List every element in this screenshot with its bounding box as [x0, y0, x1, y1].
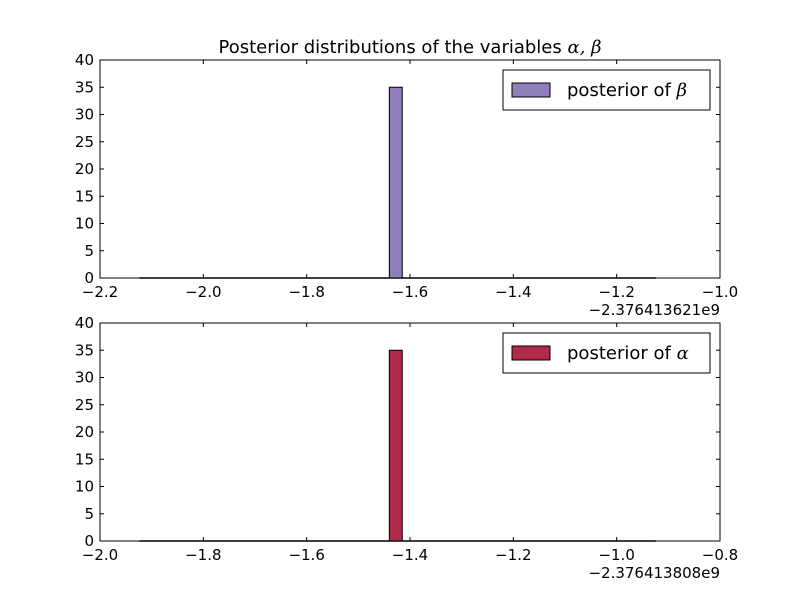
panel-2-ytick-label: 40 — [75, 314, 94, 332]
panel-1-ytick-label: 10 — [75, 215, 94, 233]
panel-2-xtick-label: −2.0 — [82, 546, 118, 564]
panel-1-legend-label-text: posterior of — [567, 80, 677, 101]
panel-1-legend-swatch — [511, 82, 551, 98]
panel-1-xtick-label: −1.0 — [702, 283, 738, 301]
panel-1-ytick-label: 35 — [75, 78, 94, 96]
panel-1-bar — [388, 86, 403, 279]
panel-1-ytick-label: 30 — [75, 106, 94, 124]
panel-2-axes: −2.0 −1.8 −1.6 −1.4 −1.2 −1.0 −0.8 0 5 10 15 20 25 30… — [75, 314, 738, 582]
panel-1-xtick-label: −1.8 — [288, 283, 324, 301]
panel-1-ytick-label: 15 — [75, 187, 94, 205]
panel-1-xtick-label: −1.6 — [392, 283, 428, 301]
panel-2-legend-label-text: posterior of — [567, 343, 677, 364]
panel-2-xtick-label: −1.6 — [288, 546, 324, 564]
panel-1-axes: −2.2 −2.0 −1.8 −1.6 −1.4 −1.2 −1.0 0 5 10 15 20 25 30… — [75, 37, 738, 319]
panel-2-ytick-label: 15 — [75, 450, 94, 468]
panel-1-ytick-label: 0 — [84, 269, 94, 287]
panel-1-title: Posterior distributions of the variables… — [218, 37, 601, 58]
panel-2-ytick-label: 5 — [84, 505, 94, 523]
panel-2-xtick-label: −1.8 — [185, 546, 221, 564]
panel-2-ytick-label: 35 — [75, 341, 94, 359]
panel-1-ytick-label: 25 — [75, 133, 94, 151]
panel-1-title-text: Posterior distributions of the variables — [218, 37, 567, 58]
panel-2-ytick-label: 20 — [75, 423, 94, 441]
panel-2-xtick-label: −1.2 — [495, 546, 531, 564]
panel-2-ytick-label: 10 — [75, 478, 94, 496]
panel-2-ytick-label: 0 — [84, 532, 94, 550]
panel-2-ytick-label: 25 — [75, 396, 94, 414]
panel-1-x-offset-label: −2.376413621e9 — [588, 301, 720, 319]
panel-2-xtick-label: −1.0 — [598, 546, 634, 564]
panel-1-ytick-label: 20 — [75, 160, 94, 178]
panel-2-legend-label: posterior of α — [567, 343, 689, 364]
panel-2-legend-swatch — [511, 345, 551, 361]
panel-2-ytick-label: 30 — [75, 369, 94, 387]
panel-2-legend-label-symbol: α — [677, 343, 689, 364]
panel-1-xtick-label: −2.2 — [82, 283, 118, 301]
panel-1-legend-label: posterior of β — [567, 80, 687, 101]
panel-1-legend-label-symbol: β — [676, 80, 687, 101]
panel-2-bar — [388, 349, 403, 542]
panel-2-xtick-label: −0.8 — [702, 546, 738, 564]
panel-1-ytick-label: 5 — [84, 242, 94, 260]
panel-1-title-math: α, β — [567, 37, 601, 58]
panel-1-xtick-label: −1.4 — [495, 283, 531, 301]
panel-2-xtick-label: −1.4 — [392, 546, 428, 564]
panel-1-xtick-label: −2.0 — [185, 283, 221, 301]
panel-1-xtick-label: −1.2 — [598, 283, 634, 301]
panel-2-x-offset-label: −2.376413808e9 — [588, 564, 720, 582]
panel-1-ytick-label: 40 — [75, 51, 94, 69]
